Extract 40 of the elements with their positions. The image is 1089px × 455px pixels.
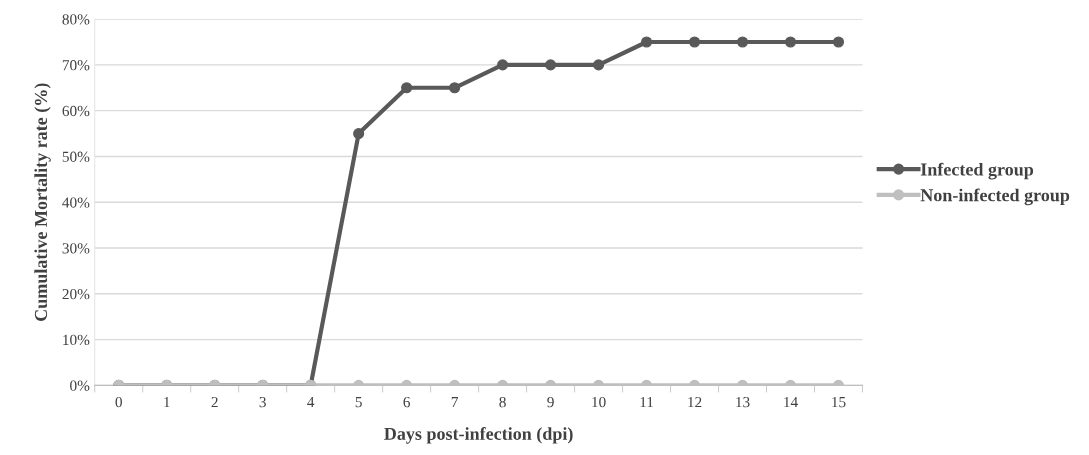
y-tick-label: 80%	[62, 14, 90, 25]
point	[449, 82, 461, 94]
x-tick-label: 15	[832, 397, 846, 408]
x-tick-label: 14	[784, 397, 798, 408]
point	[593, 59, 605, 71]
point	[545, 59, 557, 71]
y-tick-label: 10%	[63, 334, 90, 346]
x-tick-label: 3	[259, 396, 266, 408]
x-tick-label: 2	[211, 396, 218, 408]
point	[736, 36, 749, 48]
x-tick-label: 8	[499, 396, 506, 408]
y-tick-label: 50%	[62, 151, 90, 162]
x-tick-label: 13	[736, 396, 750, 408]
point	[641, 36, 653, 48]
point	[832, 36, 845, 48]
x-tick-label: 10	[592, 396, 606, 408]
y-tick-label: 60%	[62, 105, 90, 117]
y-tick-label: 70%	[62, 60, 90, 71]
point	[784, 36, 797, 48]
y-axis-title: Cumulative Mortality rate (%)	[34, 83, 51, 321]
x-tick-label: 12	[688, 396, 702, 408]
x-tick-label: 11	[640, 397, 653, 408]
x-tick-label: 5	[355, 397, 362, 408]
x-tick-label: 7	[451, 397, 458, 408]
y-tick-label: 30%	[62, 243, 90, 254]
legend-label: Non-infected group	[920, 188, 1070, 206]
x-tick-label: 9	[547, 396, 554, 408]
y-tick-label: 40%	[62, 197, 90, 208]
x-tick-label: 4	[307, 397, 315, 408]
x-tick-label: 6	[403, 396, 410, 408]
point	[688, 36, 701, 48]
x-axis-title: Days post-infection (dpi)	[384, 427, 573, 444]
point	[401, 82, 413, 94]
x-tick-label: 0	[115, 396, 122, 408]
x-tick-label: 1	[164, 397, 170, 408]
point	[353, 128, 365, 140]
point	[497, 59, 509, 71]
y-tick-label: 0%	[70, 380, 90, 391]
y-tick-label: 20%	[62, 288, 90, 300]
legend-label: Infected group	[920, 162, 1034, 180]
